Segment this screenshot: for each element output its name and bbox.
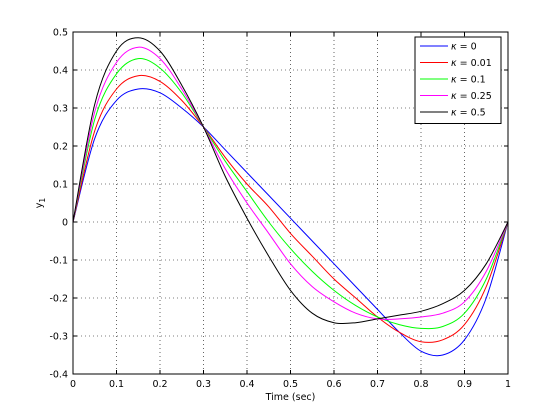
legend-box [414,36,502,124]
y-tick-label: 0.1 [53,180,68,191]
y-tick-label: -0.2 [49,294,68,305]
series-line-2 [72,58,509,330]
x-tick-label: 1 [505,379,511,390]
y-tick-label: 0.3 [53,104,68,115]
axis-ticks: 0 0.1 0.2 0.3 0.4 0.5 0.6 0.7 0.8 0.9 1 -0.4 -0.3 -0.… [49,28,511,391]
x-tick-label: 0.3 [196,379,211,390]
legend-label: κ = 0.1 [451,75,486,86]
legend-label: κ = 0.01 [451,58,492,69]
x-tick-label: 0.6 [326,379,341,390]
legend-value: = 0.1 [460,75,486,86]
y-tick-label: -0.4 [49,370,68,381]
legend-symbol: κ [451,58,460,69]
legend-symbol: κ [451,108,460,119]
legend-symbol: κ [451,75,460,86]
y-tick-label: 0.4 [53,66,68,77]
legend-label: κ = 0 [451,42,477,53]
series-line-0 [72,88,509,357]
series-line-1 [72,74,509,343]
y-axis-label-subscript: 1 [38,198,47,203]
series-line-3 [72,46,509,320]
x-tick-label: 0.2 [152,379,167,390]
y-tick-label: 0.2 [53,142,68,153]
y-axis-label: y1 [34,198,47,209]
x-tick-label: 0.7 [370,379,385,390]
y-tick-label: 0 [62,218,68,229]
legend: κ = 0κ = 0.01κ = 0.1κ = 0.25κ = 0.5 [414,36,502,124]
legend-symbol: κ [451,91,460,102]
x-tick-label: 0.8 [413,379,428,390]
legend-value: = 0.5 [460,108,486,119]
legend-value: = 0.01 [460,58,492,69]
y-axis-label-main: y [34,202,45,208]
x-tick-label: 0.1 [109,379,124,390]
legend-value: = 0 [460,42,477,53]
legend-value: = 0.25 [460,91,492,102]
legend-label: κ = 0.25 [451,91,492,102]
legend-symbol: κ [451,42,460,53]
x-tick-label: 0.5 [283,379,298,390]
y-tick-label: -0.1 [49,256,68,267]
x-tick-label: 0.9 [457,379,472,390]
x-tick-label: 0 [70,379,76,390]
legend-label: κ = 0.5 [451,108,486,119]
y-tick-label: -0.3 [49,332,68,343]
x-axis-label: Time (sec) [265,392,316,403]
series-lines [72,37,509,357]
y-tick-label: 0.5 [53,28,68,39]
series-line-4 [72,37,509,325]
x-tick-label: 0.4 [239,379,254,390]
svg-text:y1: y1 [34,198,47,209]
